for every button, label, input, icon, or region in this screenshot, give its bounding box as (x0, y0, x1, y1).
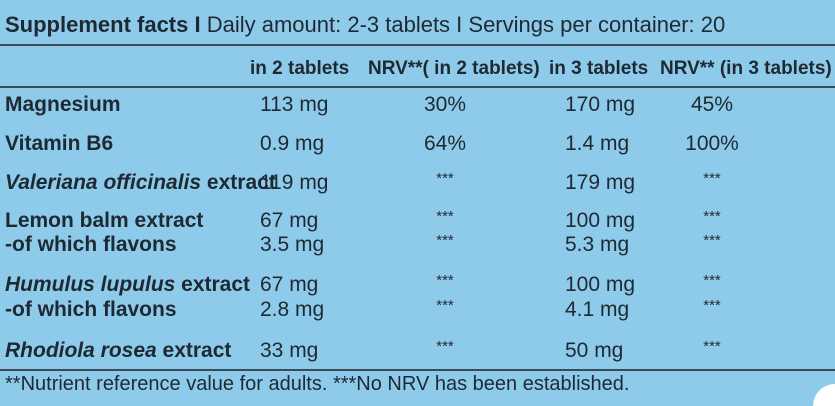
nutrient-name: Valeriana officinalis extract (5, 170, 276, 196)
nrv-3-tablets: *** (703, 232, 721, 249)
nrv-2-tablets: *** (436, 338, 454, 355)
panel-title: Supplement facts I Daily amount: 2-3 tab… (5, 12, 725, 38)
value-3-tablets: 5.3 mg (565, 233, 630, 256)
nutrient-name-suffix: extract (175, 273, 251, 296)
nrv-3-tablets: *** (703, 170, 721, 187)
value-2-tablets: 2.8 mg (260, 298, 325, 321)
value-3-tablets: 1.4 mg (565, 132, 630, 155)
nrv-2-tablets: 64% (423, 132, 467, 155)
value-2-tablets: 67 mg (260, 273, 319, 296)
nutrient-name: Vitamin B6 (5, 132, 114, 155)
value-2-tablets: 67 mg (260, 209, 319, 232)
title-details: Daily amount: 2-3 tablets I Servings per… (206, 12, 726, 37)
nrv-3-tablets: *** (703, 272, 721, 289)
nrv-3-tablets: *** (703, 338, 721, 355)
nrv-2-tablets: *** (436, 208, 454, 225)
divider (0, 86, 835, 88)
column-header: NRV** (in 3 tablets) (660, 58, 832, 79)
nutrient-name-suffix: extract (201, 171, 276, 194)
nrv-3-tablets: *** (703, 208, 721, 225)
divider (0, 369, 835, 371)
value-2-tablets: 0.9 mg (260, 132, 325, 155)
column-header: in 3 tablets (549, 58, 649, 79)
divider (0, 44, 835, 46)
nrv-2-tablets: *** (436, 297, 454, 314)
title-label: Supplement facts I (5, 12, 201, 37)
nrv-2-tablets: *** (436, 272, 454, 289)
footnote: **Nutrient reference value for adults. *… (5, 373, 630, 395)
value-3-tablets: 100 mg (565, 209, 636, 232)
value-3-tablets: 50 mg (565, 339, 624, 362)
nutrient-name-italic: Valeriana officinalis (5, 171, 202, 194)
value-2-tablets: 113 mg (260, 93, 329, 116)
nrv-2-tablets: *** (436, 232, 454, 249)
nrv-2-tablets: 30% (423, 93, 467, 116)
value-2-tablets: 119 mg (260, 171, 329, 194)
nutrient-subname: -of which flavons (5, 298, 177, 321)
nutrient-name-italic: Rhodiola rosea (5, 339, 157, 362)
nutrient-name: Humulus lupulus extract (5, 272, 250, 298)
nrv-3-tablets: 45% (690, 93, 734, 116)
nutrient-name: Lemon balm extract (5, 209, 204, 232)
panel-corner (813, 384, 835, 406)
nutrient-subname: -of which flavons (5, 233, 177, 256)
nrv-3-tablets: 100% (685, 132, 739, 155)
nrv-3-tablets: *** (703, 297, 721, 314)
value-2-tablets: 3.5 mg (260, 233, 325, 256)
nrv-2-tablets: *** (436, 170, 454, 187)
column-header: in 2 tablets (250, 58, 350, 79)
nutrient-name-suffix: extract (156, 339, 232, 362)
column-header: NRV**( in 2 tablets) (368, 58, 540, 79)
nutrient-name: Rhodiola rosea extract (5, 338, 231, 364)
nutrient-name-italic: Humulus lupulus (5, 273, 176, 296)
nutrient-name: Magnesium (5, 93, 121, 116)
value-3-tablets: 100 mg (565, 273, 636, 296)
value-3-tablets: 170 mg (565, 93, 636, 116)
value-2-tablets: 33 mg (260, 339, 319, 362)
value-3-tablets: 4.1 mg (565, 298, 630, 321)
value-3-tablets: 179 mg (565, 171, 636, 194)
